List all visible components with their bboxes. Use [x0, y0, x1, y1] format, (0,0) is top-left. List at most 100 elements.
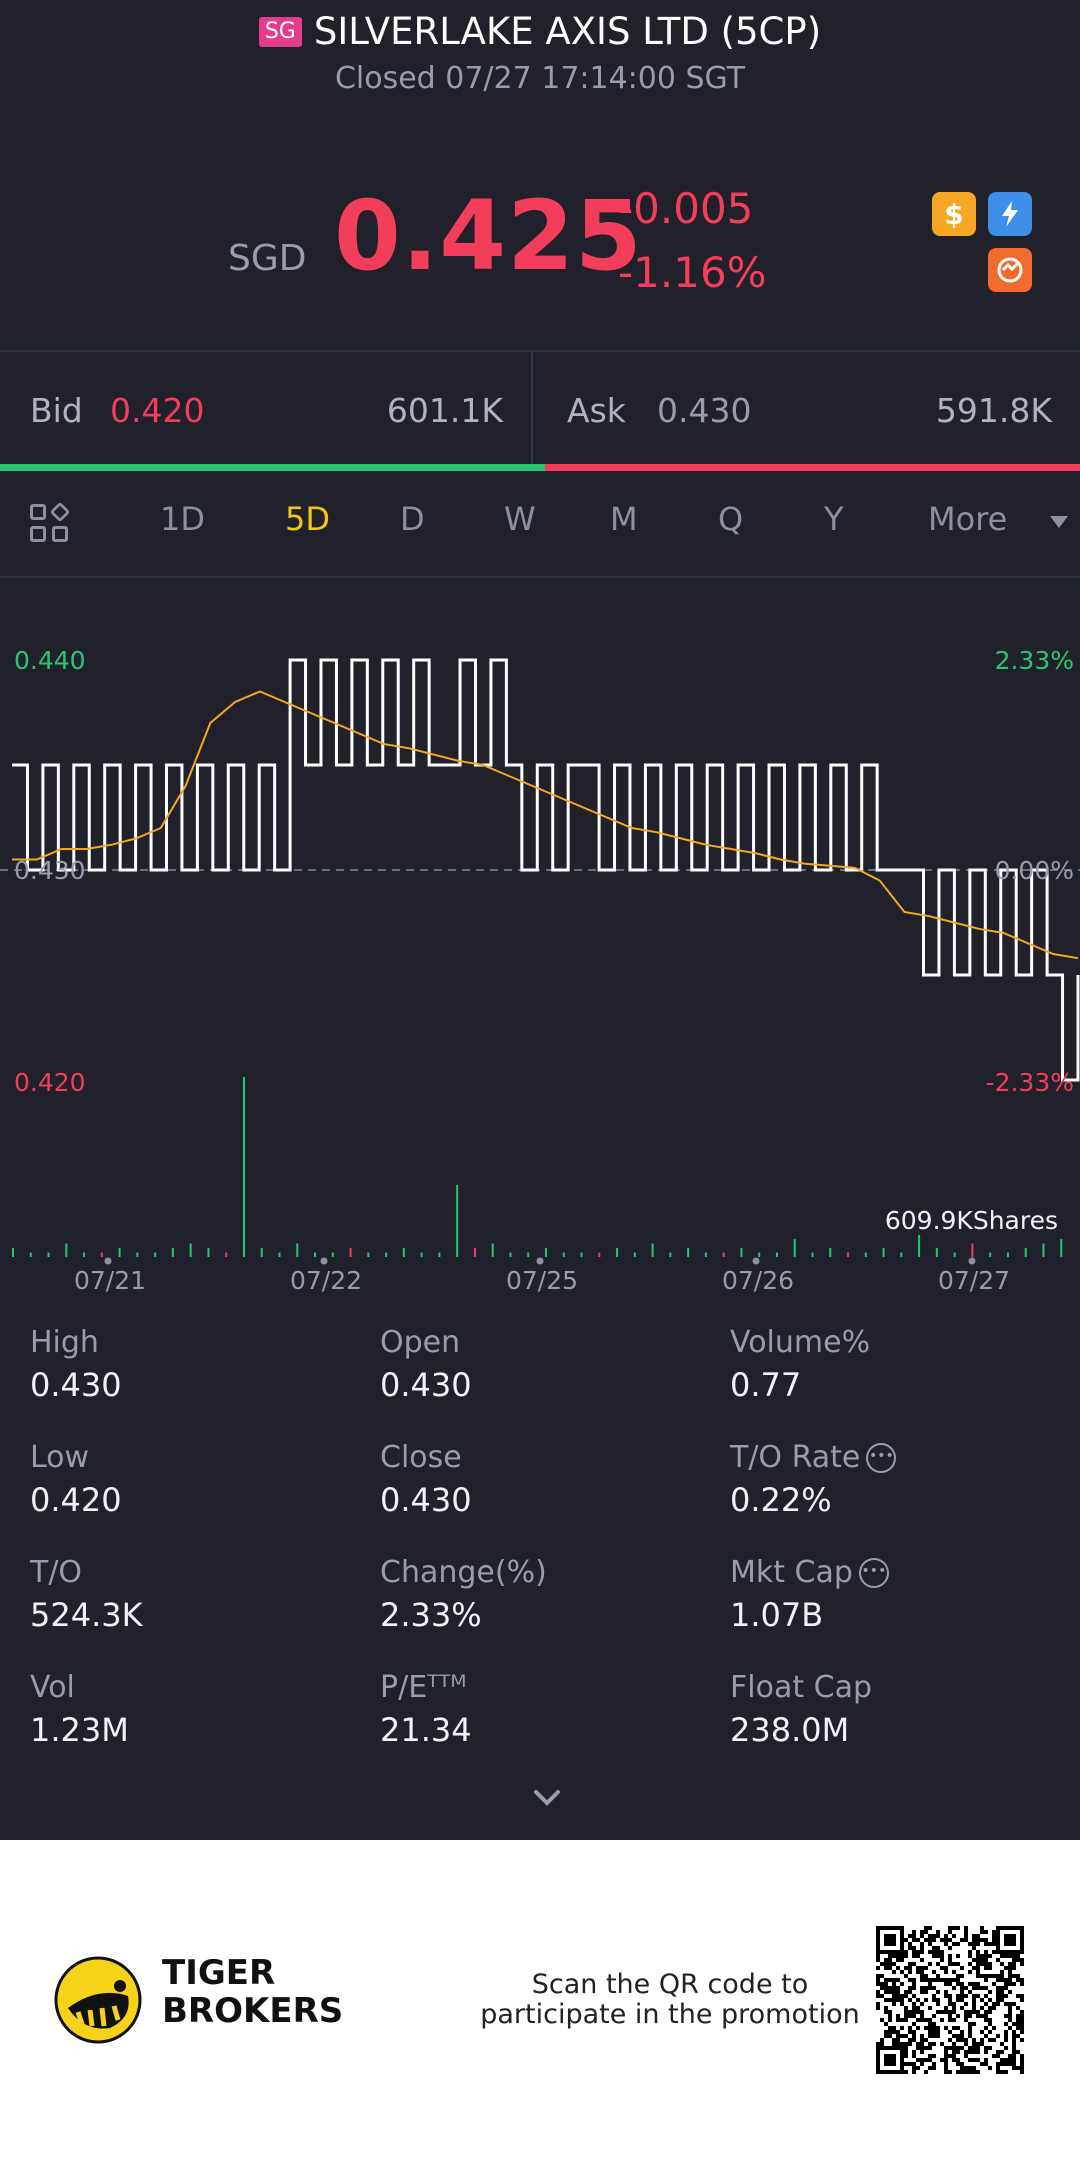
- expand-chevron-icon[interactable]: [532, 1782, 562, 1812]
- volume-bar: [918, 1234, 921, 1257]
- qr-module: [988, 1954, 992, 1958]
- qr-module: [900, 1982, 904, 1986]
- qr-module: [964, 2054, 968, 2058]
- qr-module: [988, 1990, 992, 1994]
- qr-module: [940, 1950, 944, 1954]
- qr-module: [932, 2014, 936, 2018]
- qr-module: [932, 2030, 936, 2034]
- qr-module: [976, 1974, 980, 1978]
- tab-d[interactable]: D: [400, 500, 425, 538]
- day-separator-dot: [104, 1257, 112, 1265]
- qr-module: [988, 2038, 992, 2042]
- volume-bar: [118, 1248, 121, 1257]
- y-tick-pct-ref: 0.00%: [994, 856, 1074, 885]
- qr-module: [988, 1962, 992, 1966]
- qr-module: [928, 2030, 932, 2034]
- more-info-icon[interactable]: •••: [866, 1442, 897, 1473]
- qr-module: [936, 1946, 940, 1950]
- qr-module: [956, 2058, 960, 2062]
- volume-bar: [864, 1252, 867, 1257]
- qr-module: [884, 2054, 896, 2066]
- qr-module: [988, 2022, 992, 2026]
- qr-module: [884, 2010, 888, 2014]
- qr-module: [972, 1982, 976, 1986]
- qr-module: [1000, 2042, 1004, 2046]
- ask-section[interactable]: Ask 0.430 591.8K: [535, 352, 1080, 468]
- brand-line: TIGER: [162, 1953, 276, 1993]
- qr-module: [956, 1962, 960, 1966]
- qr-module: [948, 1930, 952, 1934]
- day-separator-dot: [968, 1257, 976, 1265]
- qr-module: [944, 1966, 948, 1970]
- qr-module: [920, 1958, 924, 1962]
- qr-module: [956, 2034, 960, 2038]
- qr-module: [1020, 2010, 1024, 2014]
- qr-module: [924, 1990, 928, 1994]
- qr-module: [880, 1994, 884, 1998]
- day-separator-dot: [536, 1257, 544, 1265]
- qr-module: [996, 1990, 1000, 1994]
- qr-module: [972, 1986, 976, 1990]
- stat-value: 0.77: [730, 1366, 802, 1404]
- qr-module: [972, 2070, 976, 2074]
- price-chart[interactable]: 0.440 0.430 0.420 2.33% 0.00% -2.33% 609…: [0, 580, 1080, 1295]
- qr-module: [912, 1978, 916, 1982]
- qr-module: [948, 1998, 952, 2002]
- qr-module: [984, 1962, 988, 1966]
- chevron-down-icon[interactable]: [1050, 516, 1068, 530]
- qr-module: [1012, 2030, 1016, 2034]
- tab-1d[interactable]: 1D: [160, 500, 205, 538]
- qr-module: [952, 1978, 956, 1982]
- qr-module: [888, 1958, 892, 1962]
- qr-module: [1012, 2042, 1016, 2046]
- qr-module: [996, 2054, 1000, 2058]
- qr-module: [1016, 2022, 1020, 2026]
- tab-y[interactable]: Y: [824, 500, 844, 538]
- qr-module: [984, 2046, 988, 2050]
- volume-bar: [349, 1248, 352, 1257]
- stat-open: Open 0.430: [380, 1325, 720, 1404]
- swap-badge-icon[interactable]: [988, 248, 1032, 292]
- qr-module: [976, 1950, 980, 1954]
- market-status: Closed 07/27 17:14:00 SGT: [334, 61, 746, 96]
- qr-module: [1000, 2058, 1004, 2062]
- qr-module: [888, 1954, 892, 1958]
- qr-module: [976, 2014, 980, 2018]
- qr-module: [900, 1994, 904, 1998]
- qr-module: [948, 1958, 952, 1962]
- qr-module: [1004, 1966, 1008, 1970]
- qr-module: [1020, 1978, 1024, 1982]
- bid-section[interactable]: Bid 0.420 601.1K: [0, 352, 533, 468]
- qr-module: [964, 2050, 968, 2054]
- tab-5d[interactable]: 5D: [285, 500, 330, 538]
- qr-module: [928, 2022, 932, 2026]
- stat-value: 0.420: [30, 1481, 122, 1519]
- chart-layout-icon[interactable]: [30, 501, 72, 546]
- flash-badge-icon[interactable]: [988, 192, 1032, 236]
- more-info-icon[interactable]: •••: [858, 1557, 889, 1588]
- qr-module: [956, 1994, 960, 1998]
- chart-canvas[interactable]: [0, 580, 1080, 1280]
- qr-module: [952, 2054, 956, 2058]
- volume-bar: [242, 1077, 245, 1257]
- volume-bar: [100, 1252, 103, 1257]
- tab-more[interactable]: More: [928, 500, 1008, 538]
- qr-module: [1016, 2018, 1020, 2022]
- qr-module: [920, 1950, 924, 1954]
- qr-module: [1012, 2066, 1016, 2070]
- qr-module: [1000, 1970, 1004, 1974]
- dollar-badge-icon[interactable]: $: [932, 192, 976, 236]
- qr-module: [948, 2002, 952, 2006]
- qr-module: [992, 2038, 996, 2042]
- volume-bar: [207, 1248, 210, 1257]
- volume-bar: [456, 1185, 459, 1257]
- qr-module: [996, 2066, 1000, 2070]
- qr-module: [900, 2018, 904, 2022]
- volume-bar: [1042, 1243, 1045, 1257]
- qr-module: [984, 2062, 988, 2066]
- tab-q[interactable]: Q: [718, 500, 744, 538]
- qr-module: [892, 2038, 896, 2042]
- tab-w[interactable]: W: [504, 500, 536, 538]
- qr-module: [972, 1942, 976, 1946]
- tab-m[interactable]: M: [610, 500, 638, 538]
